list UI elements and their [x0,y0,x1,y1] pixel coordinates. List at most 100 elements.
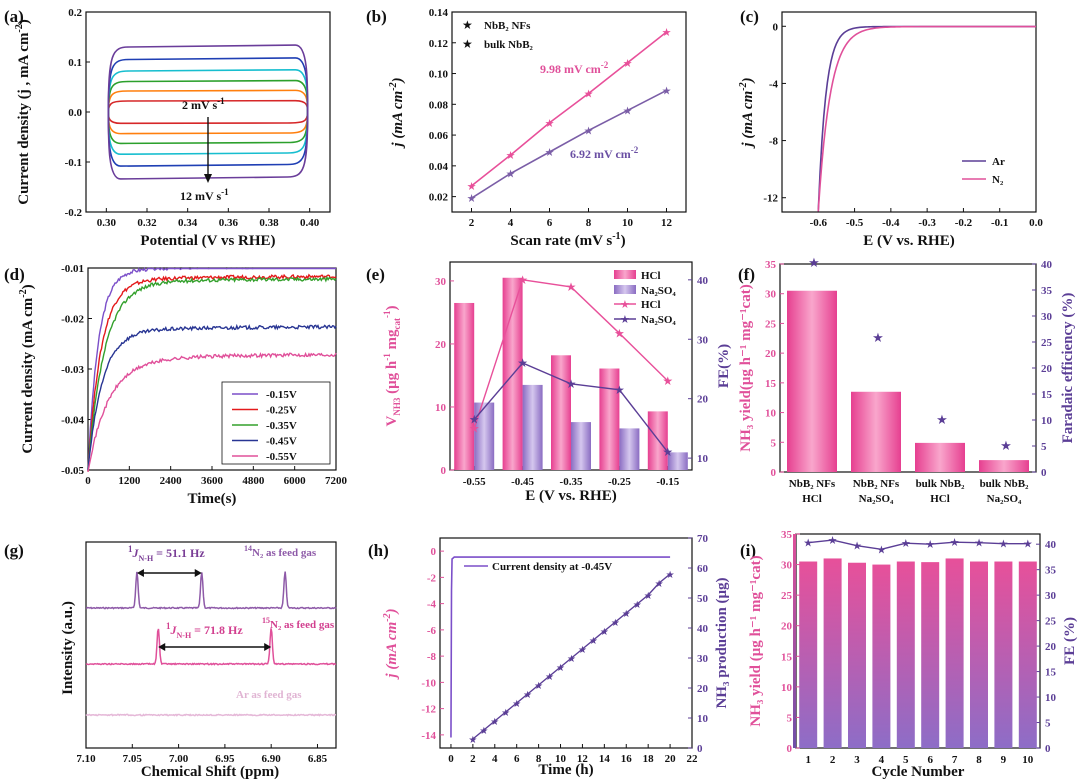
panel-d-y-axis-label: Current density (mA cm-2) [18,284,36,453]
panel-h-production-point-7: ★ [534,681,543,692]
panel-e-bar-na2so4-3 [571,422,591,470]
panel-f-ytick-left-label-5: 25 [765,318,777,330]
panel-d-ytick-left-label-2: -0.03 [61,364,84,376]
panel-i-xtick-label-6: 7 [952,754,958,766]
panel-f-bar-3 [915,442,965,472]
panel-e-ytick-right-label-0: 10 [697,453,709,465]
panel-f-ytick-right-label-0: 0 [1041,467,1047,479]
panel-h-production-point-4: ★ [501,708,510,719]
panel-h-production-point-19: ★ [666,570,675,581]
panel-g-arrow-2-head-right [264,643,272,651]
panel-b-ytick-left-label-4: 0.10 [429,69,449,81]
panel-f-ytick-left-label-1: 5 [771,437,777,449]
panel-c-label: (c) [740,7,759,26]
panel-a-cv-loop-6 [107,44,309,180]
panel-e-fe-point-2-1: ★ [469,412,480,426]
panel-i-bar-9 [994,561,1013,748]
panel-b-point-2-3: ★ [545,147,555,159]
panel-i-ytick-left-label-5: 25 [781,590,793,602]
panel-h-production-point-1: ★ [468,735,477,746]
panel-h-production-point-2: ★ [479,726,488,737]
panel-a-x-axis-label: Potential (V vs RHE) [140,233,275,249]
panel-i-ytick-left-label-3: 15 [781,651,793,663]
panel-a-y-axis-label: Current density (j , mA cm-2) [14,19,32,205]
panel-i-xtick-label-8: 9 [1001,754,1007,766]
panel-i-ytick-left-label-1: 5 [787,712,793,724]
panel-h-production-point-17: ★ [644,591,653,602]
panel-e-legend-swatch-1 [614,270,636,279]
panel-e-x-axis-label: E (V vs. RHE) [525,488,616,504]
panel-i-axes: 0 5 10 15 20 25 30 35 0 5 10 15 20 25 30 35 40 1 2 3 4 5 6 7 8 9 1… [781,529,1057,766]
panel-i-bar-1 [799,561,818,748]
panel-d-legend-3: -0.35V [266,420,297,432]
panel-c-y-axis-label: j (mA cm-2) [738,77,756,148]
panel-h-ytick-right-label-5: 50 [697,593,709,605]
panel-h-data-marks: ★★★★★★★★★★★★★★★★★★★ [450,556,675,746]
panel-c-ytick-left-label-2: -8 [769,136,779,148]
panel-i-ytick-right-label-3: 15 [1045,667,1057,679]
panel-e-bar-na2so4-2 [522,384,543,470]
panel-h-y-right-axis-label: NH₃ production (μg) [714,577,730,708]
panel-e-y-axis-label: VNH3 (μg h-1 mgcat-1) [382,306,402,427]
panel-i-y-axis-label: NH₃ yield (μg h⁻¹ mg⁻¹cat) [748,555,764,726]
panel-i-ytick-right-label-5: 25 [1045,616,1057,628]
panel-e-label: (e) [366,265,385,284]
panel-g-arrow-1-head-right [194,569,202,577]
panel-f-y-axis-label: NH₃ yield(μg h⁻¹ mg⁻¹cat) [738,284,754,451]
panel-h-ytick-left-label-7: -14 [421,730,436,742]
panel-e-fe-point-2-3: ★ [566,377,577,391]
panel-b-legend: ★ NbB₂ NFs ★ bulk NbB₂ [462,18,534,51]
panel-e-fe-point-1-4: ★ [614,326,625,340]
panel-e-bar-na2so4-5 [667,452,688,470]
panel-i-fe-point-5: ★ [901,538,911,550]
panel-h-xtick-label-7: 14 [599,753,611,765]
panel-g-xtick-label-4: 6.90 [262,753,282,765]
panel-e-axes: 0 10 20 30 10 20 30 40 -0.55 -0.45 -0.35 -0.25 -0.15 [435,275,709,488]
panel-i-fe-point-9: ★ [998,539,1008,551]
panel-i-left-axis-band [793,534,796,748]
panel-c-legend: Ar N₂ [962,156,1005,186]
panel-e-legend: HCl Na₂SO₄ ★ HCl ★ Na₂SO₄ [614,270,676,326]
panel-e-fe-point-2-4: ★ [614,383,625,397]
panel-b-ytick-left-label-6: 0.14 [429,7,449,19]
panel-f-label: (f) [738,265,755,284]
panel-i-label: (i) [740,541,756,560]
panel-b-xtick-label-0: 2 [469,217,475,229]
panel-h-production-point-5: ★ [512,699,521,710]
panel-d-curve-5 [87,351,337,472]
panel-b-annotation-nfs: 9.98 mV cm-2 [540,60,609,76]
panel-i-bar-3 [848,562,866,748]
panel-f-fe-point-1: ★ [808,255,820,270]
panel-e-fe-line-1 [473,279,669,429]
panel-e-xtick-label-1: -0.45 [511,476,534,488]
panel-c-x-axis-label: E (V vs. RHE) [863,233,954,249]
panel-h-production-line [472,573,671,740]
panel-i-xtick-label-7: 8 [976,754,982,766]
panel-b-label: (b) [366,7,387,26]
panel-i-fe-point-1: ★ [803,538,813,550]
panel-i-xtick-label-2: 3 [854,754,860,766]
panel-d-legend-2: -0.25V [266,405,297,417]
panel-a-xtick-label-5: 0.40 [300,217,320,229]
panel-f-ytick-left-label-0: 0 [771,467,777,479]
panel-h-xtick-label-11: 22 [687,753,699,765]
panel-g-spectrum-3 [85,713,337,717]
panel-f-xtick-label-3-line1: bulk NbB₂ [980,478,1030,490]
panel-f-xtick-label-2-line1: bulk NbB₂ [916,478,966,490]
panel-d-ytick-left-label-3: -0.04 [61,415,84,427]
panel-i-fe-point-8: ★ [974,538,984,550]
panel-h-production-point-10: ★ [567,654,576,665]
panel-d-xtick-label-2: 2400 [160,475,183,487]
panel-b-point-2-4: ★ [584,125,594,137]
panel-a-ytick-left-label-2: 0.0 [68,107,82,119]
panel-a-label: (a) [4,7,24,26]
panel-e-xtick-label-2: -0.35 [560,476,583,488]
panel-b-ytick-left-label-0: 0.02 [429,192,449,204]
panel-f-xtick-label-2-line2: HCl [930,493,950,505]
panel-d-curves [87,267,337,472]
panel-c-axes: -0.6 -0.5 -0.4 -0.3 -0.2 -0.1 0.0 0 -4 -8 -12 [763,21,1043,229]
panel-i-bar-2 [823,558,842,748]
panel-b-xtick-label-4: 10 [622,217,634,229]
panel-d: 0 1200 2400 3600 4800 6000 7200 -0.01 -0.02 -0.03… [4,263,348,507]
